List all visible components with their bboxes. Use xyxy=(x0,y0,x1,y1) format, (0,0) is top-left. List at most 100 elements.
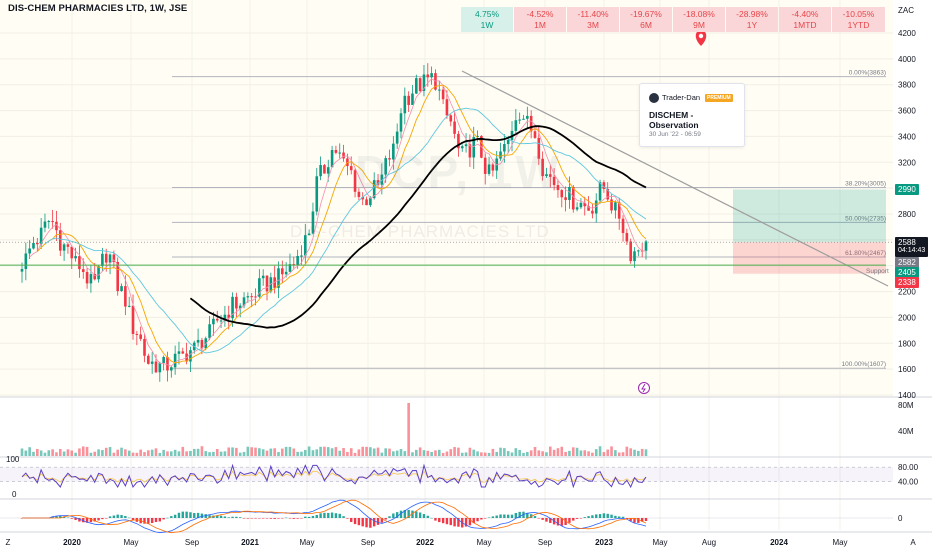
idea-card[interactable]: Trader-Dan PREMIUM DISCHEM - Observation… xyxy=(639,83,745,147)
rsi-band xyxy=(0,467,893,482)
perf-cell-1w[interactable]: 4.75% 1W xyxy=(461,7,513,32)
author-avatar[interactable] xyxy=(649,93,659,103)
macd-histogram-bar xyxy=(292,518,296,519)
volume-bar xyxy=(548,446,552,456)
macd-histogram-bar xyxy=(304,516,307,518)
macd-histogram-bar xyxy=(78,518,81,522)
macd-histogram-bar xyxy=(204,514,207,518)
perf-cell-1y[interactable]: -28.98% 1Y xyxy=(726,7,778,32)
candle-body xyxy=(468,144,472,158)
macd-histogram-bar xyxy=(330,512,334,518)
rsi-line xyxy=(21,463,647,489)
fibonacci-retracement[interactable]: 0.00%(3863) 38.20%(3005) 50.00%(2735) 61.80… xyxy=(172,70,886,369)
chart-markers[interactable] xyxy=(638,30,707,394)
time-axis[interactable]: Z 2020 May Sep 2021 May Sep 2022 May Sep 2023 May Au… xyxy=(6,538,917,547)
volume-bar xyxy=(303,449,307,456)
candle-body xyxy=(101,253,104,267)
macd-histogram-bar xyxy=(506,514,510,518)
perf-cell-1m[interactable]: -4.52% 1M xyxy=(514,7,566,32)
macd-histogram-bar xyxy=(614,515,617,518)
candle-body xyxy=(28,248,31,254)
volume-bar xyxy=(284,446,288,456)
candle-body xyxy=(36,242,39,245)
volume-bar xyxy=(39,450,43,456)
candle-body xyxy=(342,152,345,159)
perf-cell-1mtd[interactable]: -4.40% 1MTD xyxy=(779,7,831,32)
descending-trendline[interactable] xyxy=(461,70,889,287)
macd-histogram-bar xyxy=(277,518,280,519)
macd-histogram-bar xyxy=(595,514,598,518)
volume-bar xyxy=(483,452,487,456)
pin-dot xyxy=(698,33,704,39)
macd-histogram-bar xyxy=(300,518,303,519)
loss-zone[interactable] xyxy=(733,242,886,274)
macd-histogram-bar xyxy=(453,518,456,527)
time-axis-label: 2024 xyxy=(770,538,788,547)
time-axis-label: A xyxy=(910,538,916,547)
price-axis[interactable]: 1400160018002000220024002600280030003200… xyxy=(898,29,916,400)
perf-cell-6m[interactable]: -19.67% 6M xyxy=(620,7,672,32)
macd-histogram-bar xyxy=(196,512,200,518)
volume-bar xyxy=(261,449,265,456)
volume-bar xyxy=(369,447,372,456)
volume-bar xyxy=(81,446,85,456)
volume-bar xyxy=(219,451,223,456)
volume-bar xyxy=(529,450,533,456)
candle-body xyxy=(330,150,334,168)
volume-bar xyxy=(372,448,376,456)
candle-body xyxy=(564,197,567,200)
profit-zone[interactable] xyxy=(733,189,886,243)
perf-label: 1YTD xyxy=(847,19,870,30)
author-name[interactable]: Trader-Dan xyxy=(662,93,701,102)
macd-histogram-bar xyxy=(173,514,177,518)
volume-bar xyxy=(139,449,142,456)
long-position-tool[interactable] xyxy=(733,189,886,274)
macd-histogram-bar xyxy=(441,518,445,524)
macd-histogram-bar xyxy=(124,515,127,518)
perf-cell-1ytd[interactable]: -10.05% 1YTD xyxy=(832,7,885,32)
macd-histogram-bar xyxy=(116,514,119,518)
volume-bar xyxy=(602,452,606,456)
volume-bar xyxy=(158,452,162,456)
last-price-tag: 2588 04:14:43 xyxy=(895,237,929,257)
candle-body xyxy=(181,351,185,354)
candle-body xyxy=(277,268,280,288)
candle-body xyxy=(430,73,433,78)
candle-body xyxy=(357,191,361,198)
dividend-event-icon[interactable] xyxy=(638,382,650,394)
macd-axis-label: 0 xyxy=(898,514,903,523)
macd-histogram-bar xyxy=(464,518,468,527)
macd-histogram-bar xyxy=(82,518,85,523)
volume-bar xyxy=(468,447,472,456)
candle-body xyxy=(460,146,464,149)
macd-histogram-bar xyxy=(193,513,196,518)
perf-cell-9m[interactable]: -18.08% 9M xyxy=(673,7,725,32)
volume-bar xyxy=(526,451,529,456)
volume-bar xyxy=(124,449,127,456)
candle-body xyxy=(483,157,487,174)
volume-bar xyxy=(594,449,598,456)
volume-bar xyxy=(215,449,219,456)
macd-histogram-bar xyxy=(311,515,315,518)
perf-cell-3m[interactable]: -11.40% 3M xyxy=(567,7,619,32)
perf-value: -28.98% xyxy=(736,9,768,19)
volume-bar xyxy=(135,452,139,456)
macd-histogram-bar xyxy=(640,518,644,522)
volume-bar xyxy=(70,450,74,456)
macd-histogram-bar xyxy=(568,518,571,523)
time-axis-label: 2021 xyxy=(241,538,259,547)
candle-body xyxy=(587,206,590,211)
time-axis-label: Aug xyxy=(702,538,716,547)
candle-body xyxy=(81,269,85,272)
macd-histogram-bar xyxy=(556,518,560,526)
candle-body xyxy=(411,93,414,105)
volume-bar xyxy=(407,403,410,456)
price-tick-label: 1800 xyxy=(898,339,916,348)
candle-body xyxy=(541,158,544,177)
macd-histogram-bar xyxy=(480,518,483,520)
candle-body xyxy=(418,78,422,91)
idea-title[interactable]: DISCHEM - Observation xyxy=(649,110,699,130)
drawing-lines[interactable]: Support xyxy=(0,70,893,287)
candle-body xyxy=(338,152,342,154)
